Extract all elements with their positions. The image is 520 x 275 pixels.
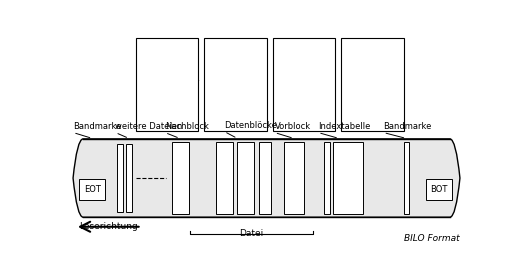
Text: Nachblock: Nachblock — [143, 43, 190, 53]
Text: Bandmarke: Bandmarke — [73, 122, 122, 131]
Text: Datei: Datei — [240, 229, 264, 238]
Text: weitere Daten: weitere Daten — [276, 118, 333, 127]
Text: Datei-Nr.: Datei-Nr. — [276, 52, 311, 61]
Bar — [204, 38, 267, 131]
Bar — [259, 142, 271, 214]
Text: Spulen-Nr.: Spulen-Nr. — [276, 85, 317, 94]
Text: Dateiname: Dateiname — [276, 74, 320, 83]
Text: Block Nr. n+1: Block Nr. n+1 — [139, 63, 193, 72]
Text: Leserichtung: Leserichtung — [79, 222, 138, 231]
Text: Größe: Größe — [344, 96, 369, 105]
Text: Block Nr. 0: Block Nr. 0 — [276, 63, 319, 72]
Bar — [324, 142, 330, 214]
Bar — [136, 38, 198, 131]
Text: Vorblock: Vorblock — [284, 43, 323, 53]
Text: Datei-Nr.: Datei-Nr. — [139, 52, 174, 61]
Text: Datenblöcke: Datenblöcke — [207, 43, 264, 53]
Bar — [238, 142, 254, 214]
Text: BILO Format: BILO Format — [405, 234, 460, 243]
Bar — [216, 142, 233, 214]
Text: Block-Nr.: Block-Nr. — [344, 52, 380, 61]
Text: (≤ 32766): (≤ 32766) — [207, 74, 248, 83]
Text: (ohne FS = 0): (ohne FS = 0) — [139, 85, 193, 94]
Text: Datei-Nr.: Datei-Nr. — [207, 52, 243, 61]
Bar — [284, 142, 304, 214]
Text: Dateinamen,: Dateinamen, — [344, 85, 396, 94]
Bar — [341, 38, 404, 131]
Text: Vorblock: Vorblock — [275, 122, 310, 131]
Text: Block Nr. 1...n: Block Nr. 1...n — [207, 63, 263, 72]
Text: Indextabelle: Indextabelle — [318, 122, 370, 131]
Text: Indextabelle: Indextabelle — [344, 43, 400, 53]
Bar — [79, 179, 106, 200]
Text: Bandmarke: Bandmarke — [383, 122, 432, 131]
Text: weitere Dateien: weitere Dateien — [115, 122, 183, 131]
Bar — [426, 179, 452, 200]
Bar — [272, 38, 335, 131]
Text: Erz. Datum: Erz. Datum — [276, 96, 321, 105]
Text: Abstand BM: Abstand BM — [344, 63, 392, 72]
Bar — [126, 144, 132, 212]
Text: Nachblock: Nachblock — [165, 122, 209, 131]
Bar — [118, 144, 123, 212]
Text: Datenblöcke: Datenblöcke — [224, 121, 277, 130]
Bar — [81, 139, 452, 217]
Text: weitere Daten: weitere Daten — [344, 107, 401, 116]
Text: BM Position: BM Position — [344, 74, 391, 83]
Text: Verfallsdatum: Verfallsdatum — [276, 107, 332, 116]
Bar — [172, 142, 189, 214]
Bar — [404, 142, 409, 214]
Bar — [333, 142, 363, 214]
Text: EOT: EOT — [84, 185, 101, 194]
Text: weitere Daten: weitere Daten — [139, 96, 196, 105]
Text: Daten: Daten — [207, 96, 231, 105]
Text: Folgespulen-Nr.: Folgespulen-Nr. — [139, 74, 201, 83]
Text: BOT: BOT — [430, 185, 448, 194]
PathPatch shape — [73, 139, 460, 217]
